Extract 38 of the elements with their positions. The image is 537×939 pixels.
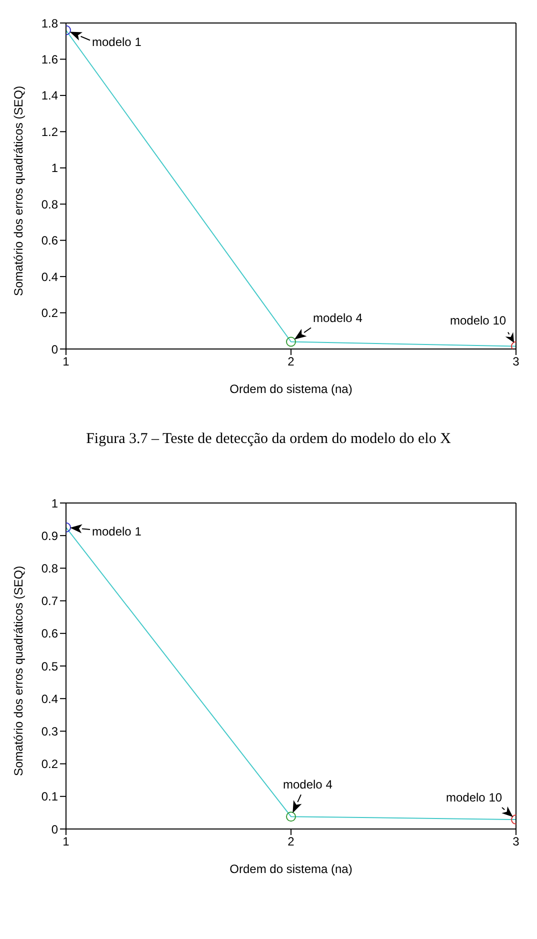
x-tick-label: 3 [512,834,520,849]
y-tick-label: 0.4 [41,692,58,706]
y-tick-label: 0.6 [41,626,58,641]
annotation: modelo 4 [283,778,333,792]
x-tick-label: 1 [62,354,70,369]
y-tick-label: 0.2 [41,757,58,772]
x-tick-label: 1 [62,834,70,849]
y-tick-label: 0.1 [41,790,58,804]
annotation: modelo 10 [446,790,502,805]
y-tick-label: 0.8 [41,561,58,576]
x-tick-label: 2 [288,834,295,849]
y-tick-label: 1.4 [41,88,58,103]
x-tick-label: 2 [288,354,295,369]
y-tick-label: 0.8 [41,197,58,212]
y-tick-label: 1 [51,496,58,510]
y-axis-title: Somatório dos erros quadráticos (SEQ) [11,86,26,296]
y-tick-label: 0.4 [41,270,58,284]
annotation: modelo 1 [92,35,142,50]
y-tick-label: 1.2 [41,124,58,139]
y-tick-label: 1.6 [41,52,58,66]
y-tick-label: 0.7 [41,594,58,608]
annotation: modelo 1 [92,524,142,538]
y-tick-label: 1.8 [41,16,58,30]
y-tick-label: 0.5 [41,659,58,674]
y-tick-label: 0 [51,822,58,836]
x-axis-title: Ordem do sistema (na) [230,382,352,396]
y-tick-label: 1 [51,161,58,176]
text: Figura 3.7 – Teste de detecção da ordem do modelo do elo X [85,431,452,448]
y-tick-label: 0.9 [41,528,58,543]
annotation: modelo 4 [313,310,363,325]
y-tick-label: 0 [51,342,58,356]
x-axis-title: Ordem do sistema (na) [230,862,352,876]
annotation: modelo 10 [450,313,506,328]
y-axis-title: Somatório dos erros quadráticos (SEQ) [11,566,26,776]
y-tick-label: 0.6 [41,234,58,248]
y-tick-label: 0.2 [41,306,58,320]
y-tick-label: 0.3 [41,724,58,738]
x-tick-label: 3 [512,354,520,369]
